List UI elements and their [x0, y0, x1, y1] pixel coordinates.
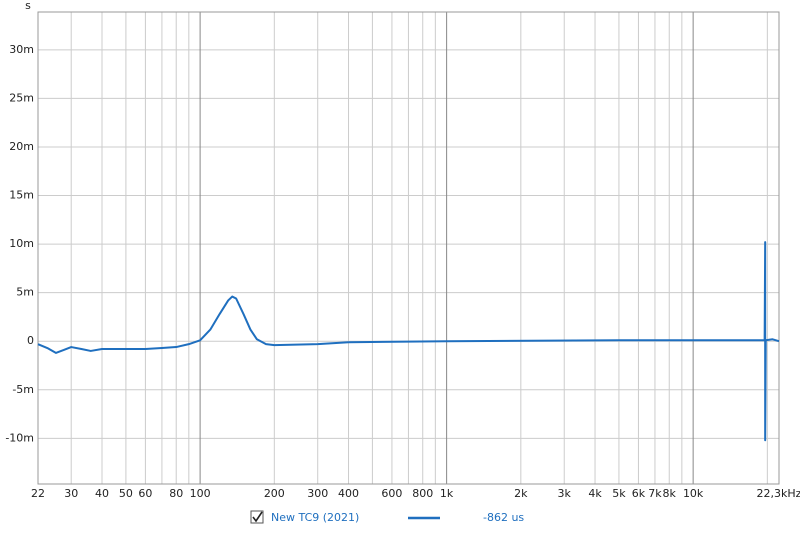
x-tick-label: 10k: [683, 487, 704, 500]
y-tick-label: 10m: [9, 237, 34, 250]
legend: New TC9 (2021) -862 us: [250, 510, 524, 524]
x-tick-label: 400: [338, 487, 359, 500]
y-tick-label: 30m: [9, 43, 34, 56]
x-tick-label: 60: [138, 487, 152, 500]
y-tick-label: -5m: [12, 383, 34, 396]
y-tick-label: -10m: [5, 431, 34, 444]
data-line: [37, 241, 780, 442]
y-tick-label: 20m: [9, 140, 34, 153]
x-tick-label: 300: [307, 487, 328, 500]
legend-note: -862 us: [483, 511, 524, 524]
x-tick-label: 5k: [612, 487, 626, 500]
legend-label: New TC9 (2021): [271, 511, 359, 524]
x-tick-label: 7k: [648, 487, 662, 500]
x-tick-label: 800: [412, 487, 433, 500]
x-tick-label: 4k: [588, 487, 602, 500]
checkmark: [252, 511, 263, 523]
y-tick-label: 5m: [16, 286, 34, 299]
x-tick-label: 6k: [632, 487, 646, 500]
x-tick-label: 1k: [440, 487, 454, 500]
x-tick-label: 600: [381, 487, 402, 500]
x-tick-label: 2k: [514, 487, 528, 500]
x-tick-label: 30: [64, 487, 78, 500]
y-tick-label: 15m: [9, 189, 34, 202]
x-tick-label: 40: [95, 487, 109, 500]
x-tick-label: 3k: [558, 487, 572, 500]
plot-frame: [37, 11, 780, 485]
y-tick-label: 25m: [9, 91, 34, 104]
y-tick-label: 0: [27, 334, 34, 347]
x-tick-label: 8k: [663, 487, 677, 500]
x-tick-label: 22,3kHz: [757, 487, 800, 500]
x-tick-label: 80: [169, 487, 183, 500]
x-tick-label: 100: [190, 487, 211, 500]
y-axis-label: s: [25, 0, 31, 12]
x-tick-label: 200: [264, 487, 285, 500]
x-tick-label: 50: [119, 487, 133, 500]
x-tick-label: 22: [31, 487, 45, 500]
